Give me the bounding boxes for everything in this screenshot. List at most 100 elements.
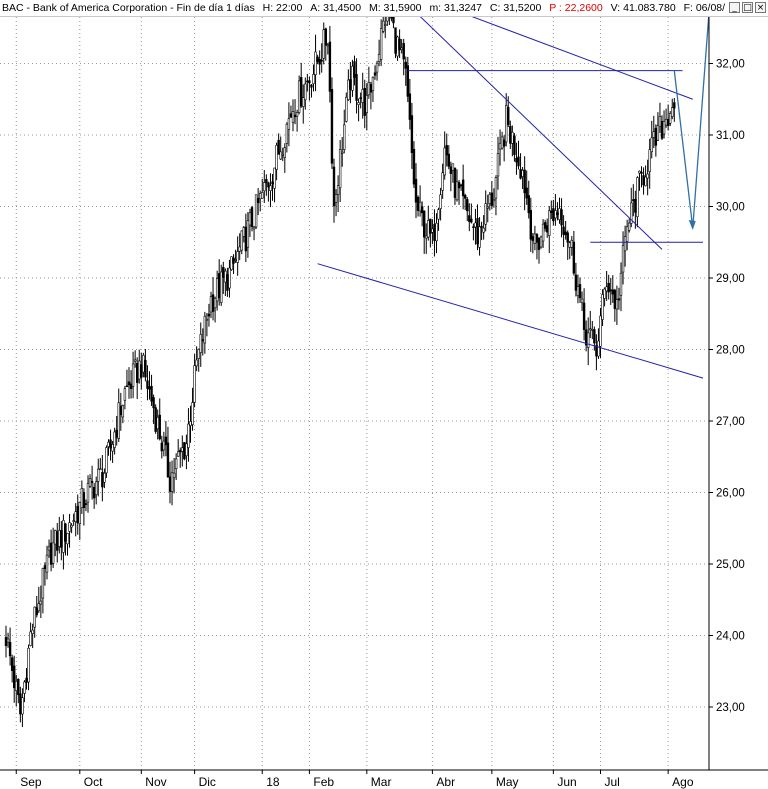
candle-body: [484, 203, 487, 225]
candle-body: [117, 402, 120, 439]
candle-body: [347, 79, 350, 101]
candle-body: [312, 74, 315, 85]
maximize-button[interactable]: □: [742, 2, 753, 13]
candle-body: [494, 177, 498, 199]
y-tick-label: 29,00: [716, 273, 745, 285]
candle-body: [375, 62, 379, 73]
candle-body: [166, 442, 170, 478]
candle-body: [392, 17, 395, 24]
candle-body: [306, 80, 309, 83]
candle-body: [17, 678, 20, 696]
candle-body: [617, 298, 621, 301]
candle-body: [127, 381, 131, 386]
candle-body: [638, 170, 641, 174]
candle-body: [23, 681, 26, 694]
candle-body: [541, 223, 545, 242]
candle-body: [211, 294, 215, 312]
candle-body: [482, 227, 485, 233]
candle-body: [591, 329, 594, 331]
candle-body: [447, 153, 450, 167]
candle-body: [144, 359, 147, 378]
candle-body: [509, 125, 512, 144]
candle-body: [158, 414, 161, 440]
y-tick-label: 25,00: [716, 559, 745, 571]
candle-body: [609, 289, 612, 292]
candle-body: [384, 24, 387, 26]
candle-body: [351, 65, 354, 91]
candle-body: [283, 147, 286, 158]
candle-body: [367, 82, 371, 96]
candle-body: [293, 114, 297, 118]
candle-body: [574, 274, 578, 291]
candle-body: [271, 181, 274, 185]
candle-body: [474, 222, 477, 228]
y-axis-ticks: 23,00 24,00 25,00 26,00 27,00 28,00 29,00 30,00…: [709, 59, 745, 714]
candle-body: [525, 187, 528, 199]
candle-body: [668, 113, 672, 124]
candle-body: [336, 185, 340, 195]
candle-body: [125, 385, 129, 388]
candle-body: [103, 472, 106, 483]
candle-body: [181, 447, 184, 452]
candle-body: [299, 77, 303, 107]
trendline[interactable]: [387, 17, 663, 250]
candle-body: [422, 210, 426, 238]
candle-body: [310, 84, 313, 88]
candle-body: [170, 472, 174, 492]
candle-body: [230, 256, 233, 271]
candle-body: [74, 511, 77, 522]
candle-body: [156, 416, 159, 430]
candle-body: [209, 296, 213, 313]
candle-body: [205, 318, 209, 321]
candle-body: [502, 139, 506, 147]
candle-body: [654, 128, 658, 146]
candle-body: [662, 121, 666, 135]
candle-body: [353, 61, 356, 78]
candle-body: [632, 199, 635, 202]
trendline[interactable]: [387, 17, 693, 100]
candle-body: [252, 226, 256, 230]
y-tick-label: 30,00: [716, 202, 745, 214]
y-tick-label: 23,00: [716, 702, 745, 714]
candle-body: [437, 209, 440, 220]
close-button[interactable]: ×: [755, 2, 766, 13]
candle-body: [533, 233, 537, 244]
candle-body: [433, 224, 436, 241]
trendline[interactable]: [317, 263, 704, 379]
y-tick-label: 32,00: [716, 59, 745, 71]
candle-body: [322, 29, 325, 59]
candle-body: [138, 360, 141, 380]
candle-body: [228, 267, 231, 289]
candle-body: [226, 274, 229, 291]
x-tick-label: Oct: [84, 775, 103, 789]
volume-readout: V: 41.083.780: [610, 2, 676, 14]
p-readout: 22,2600: [564, 2, 603, 14]
candle-body: [218, 273, 221, 299]
forecast-path[interactable]: [673, 17, 713, 229]
candle-body: [154, 407, 157, 432]
candle-body: [187, 423, 190, 448]
candle-body: [531, 236, 535, 241]
candle-body: [371, 76, 375, 91]
candle-body: [586, 332, 590, 348]
candle-body: [220, 271, 223, 303]
candle-body: [507, 107, 510, 125]
candle-body: [545, 225, 549, 233]
candle-body: [381, 20, 385, 32]
candle-body: [658, 116, 662, 127]
forecast-dip-arrowhead: [688, 219, 696, 230]
candle-body: [640, 171, 643, 174]
candle-body: [515, 157, 518, 163]
candle-body: [49, 542, 53, 565]
candle-body: [334, 194, 338, 203]
minimize-button[interactable]: _: [729, 2, 740, 13]
candle-body: [646, 173, 649, 179]
candle-body: [10, 657, 14, 671]
candle-body: [183, 442, 186, 460]
candle-body: [242, 227, 245, 237]
candle-body: [90, 480, 94, 483]
candle-body: [425, 235, 428, 239]
candle-body: [650, 137, 653, 153]
candle-body: [326, 44, 330, 47]
candle-body: [410, 115, 414, 153]
